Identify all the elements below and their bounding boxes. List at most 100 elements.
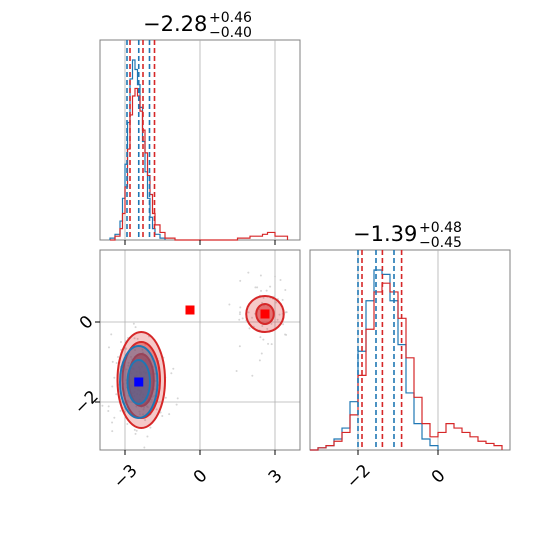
scatter-point bbox=[133, 337, 136, 340]
scatter-point bbox=[274, 275, 277, 278]
scatter-point bbox=[267, 342, 270, 345]
scatter-point bbox=[279, 278, 282, 281]
scatter-point bbox=[151, 395, 154, 398]
scatter-point bbox=[238, 345, 241, 348]
scatter-point bbox=[149, 426, 152, 429]
x-axis-param2: −2 0 bbox=[343, 450, 450, 493]
scatter-point bbox=[136, 337, 139, 340]
scatter-point bbox=[256, 286, 259, 289]
scatter-point bbox=[274, 301, 277, 304]
scatter-point bbox=[270, 322, 273, 325]
x-param2-tick-label: −2 bbox=[343, 461, 375, 493]
histogram-param1-panel bbox=[99, 39, 301, 241]
scatter-point bbox=[259, 336, 262, 339]
scatter-point bbox=[113, 376, 116, 379]
scatter-point bbox=[175, 403, 178, 406]
y-axis-param2: −2 0 bbox=[71, 312, 103, 419]
param1-title-minus: −0.40 bbox=[209, 25, 252, 41]
scatter-point bbox=[146, 435, 149, 438]
scatter-point bbox=[239, 279, 242, 282]
scatter-point bbox=[161, 415, 164, 418]
scatter-point bbox=[154, 380, 157, 383]
scatter-point bbox=[107, 410, 110, 413]
scatter-point bbox=[134, 326, 137, 329]
scatter-point bbox=[269, 285, 272, 288]
scatter-point bbox=[159, 411, 162, 414]
scatter-point bbox=[153, 394, 156, 397]
scatter-point bbox=[141, 348, 144, 351]
scatter-point bbox=[125, 368, 128, 371]
scatter-point bbox=[258, 359, 261, 362]
scatter-point bbox=[119, 409, 122, 412]
scatter-point bbox=[111, 360, 114, 363]
scatter-point bbox=[276, 318, 279, 321]
scatter-point bbox=[172, 367, 175, 370]
scatter-point bbox=[111, 385, 114, 388]
hist2-frame bbox=[309, 249, 511, 451]
scatter-point bbox=[164, 396, 167, 399]
scatter-point bbox=[270, 343, 273, 346]
scatter-point bbox=[111, 430, 114, 433]
scatter-point bbox=[254, 286, 257, 289]
scatter-point bbox=[125, 347, 128, 350]
scatter-point bbox=[138, 410, 141, 413]
y-param2-tick-label: −2 bbox=[71, 387, 103, 419]
scatter-point bbox=[251, 374, 254, 377]
scatter-point bbox=[259, 274, 262, 277]
scatter-point bbox=[119, 340, 122, 343]
scatter-point bbox=[107, 405, 110, 408]
scatter-point bbox=[284, 311, 287, 314]
scatter-point bbox=[127, 361, 130, 364]
scatter-point bbox=[111, 421, 114, 424]
scatter-point bbox=[262, 296, 265, 299]
x-param1-tick-label: 3 bbox=[265, 466, 287, 488]
hist1-series-a-line bbox=[109, 59, 166, 240]
param1-title-plus: +0.46 bbox=[209, 10, 252, 26]
scatter-point bbox=[134, 432, 137, 435]
scatter-point bbox=[282, 323, 285, 326]
scatter-point bbox=[262, 338, 265, 341]
scatter-point bbox=[176, 397, 179, 400]
scatter-point bbox=[135, 429, 138, 432]
scatter-point bbox=[155, 408, 158, 411]
x-param1-tick-label: 0 bbox=[190, 466, 212, 488]
scatter-point bbox=[127, 364, 130, 367]
scatter-point bbox=[238, 313, 241, 316]
scatter-point bbox=[107, 346, 110, 349]
scatter-point bbox=[248, 327, 251, 330]
scatter-point bbox=[284, 289, 287, 292]
scatter-point bbox=[247, 271, 250, 274]
scatter-point bbox=[134, 349, 137, 352]
hist2-series-b-line bbox=[310, 282, 503, 451]
scatter-point bbox=[142, 408, 145, 411]
y-param2-tick-label: 0 bbox=[76, 312, 98, 334]
scatter-point bbox=[278, 313, 281, 316]
scatter-point bbox=[265, 289, 268, 292]
scatter-point bbox=[146, 405, 149, 408]
marker-a-square bbox=[134, 377, 144, 387]
scatter-point bbox=[154, 372, 157, 375]
scatter-point bbox=[150, 398, 153, 401]
scatter-point bbox=[142, 413, 145, 416]
scatter-point bbox=[143, 446, 146, 449]
scatter-point bbox=[241, 317, 244, 320]
marker-b-square bbox=[260, 309, 270, 319]
marker-b-square bbox=[185, 305, 195, 315]
x-param1-tick-label: −3 bbox=[110, 461, 142, 493]
scatter-point bbox=[260, 352, 263, 355]
joint-content bbox=[101, 271, 288, 455]
scatter-point bbox=[121, 453, 123, 455]
scatter-point bbox=[266, 327, 269, 330]
param1-title: −2.28 +0.46 −0.40 bbox=[143, 10, 252, 41]
scatter-point bbox=[153, 388, 156, 391]
param2-title: −1.39 +0.48 −0.45 bbox=[353, 220, 462, 251]
scatter-point bbox=[281, 298, 284, 301]
scatter-point bbox=[285, 333, 288, 336]
scatter-point bbox=[113, 416, 116, 419]
joint-density-panel bbox=[99, 249, 301, 455]
scatter-point bbox=[228, 303, 231, 306]
scatter-point bbox=[238, 318, 241, 321]
param2-title-plus: +0.48 bbox=[419, 220, 462, 236]
histogram-param2-panel bbox=[309, 249, 511, 451]
